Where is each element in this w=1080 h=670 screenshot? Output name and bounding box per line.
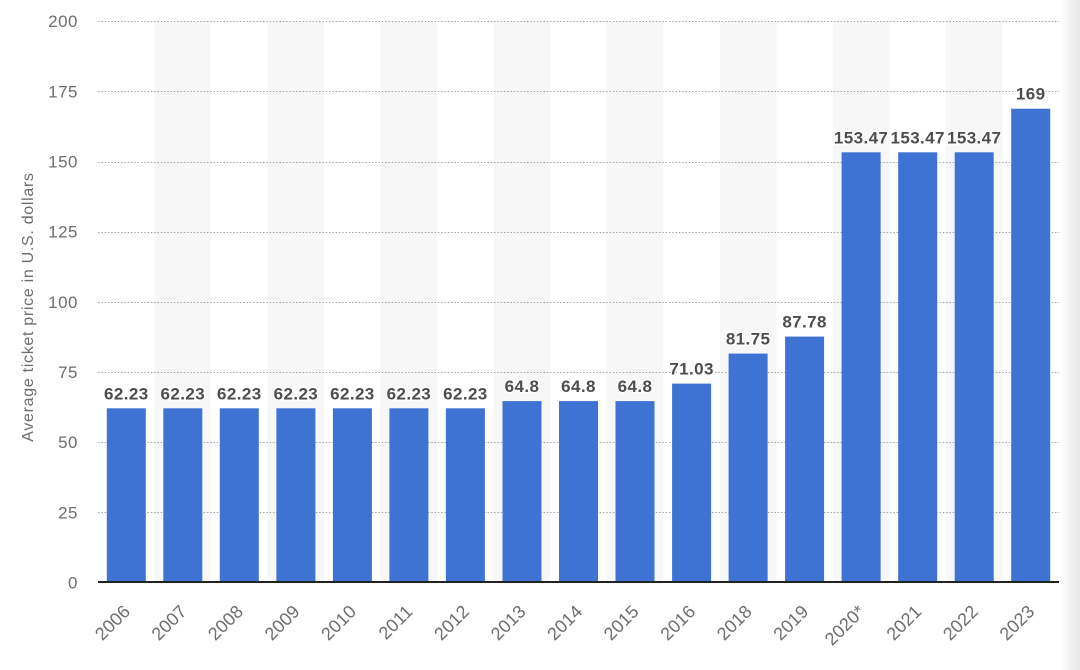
svg-text:0: 0 [68,574,78,593]
svg-text:62.23: 62.23 [330,384,375,403]
svg-text:71.03: 71.03 [669,360,714,379]
svg-text:50: 50 [58,433,78,452]
svg-text:81.75: 81.75 [726,330,771,349]
svg-text:64.8: 64.8 [561,377,596,396]
svg-text:150: 150 [48,153,78,172]
svg-text:62.23: 62.23 [104,384,149,403]
svg-text:153.47: 153.47 [947,128,1001,147]
svg-text:64.8: 64.8 [505,377,540,396]
svg-text:87.78: 87.78 [782,313,827,332]
svg-text:62.23: 62.23 [274,384,319,403]
svg-text:75: 75 [58,363,78,382]
svg-text:153.47: 153.47 [834,128,888,147]
svg-text:Average ticket price in U.S. d: Average ticket price in U.S. dollars [20,172,37,441]
svg-text:125: 125 [48,223,78,242]
svg-text:62.23: 62.23 [387,384,432,403]
svg-text:153.47: 153.47 [890,128,944,147]
svg-text:25: 25 [58,503,78,522]
svg-text:62.23: 62.23 [161,384,206,403]
svg-text:169: 169 [1016,85,1046,104]
svg-text:62.23: 62.23 [217,384,262,403]
svg-text:64.8: 64.8 [618,377,653,396]
svg-text:175: 175 [48,82,78,101]
svg-text:100: 100 [48,293,78,312]
svg-text:200: 200 [48,12,78,31]
svg-text:62.23: 62.23 [443,384,488,403]
